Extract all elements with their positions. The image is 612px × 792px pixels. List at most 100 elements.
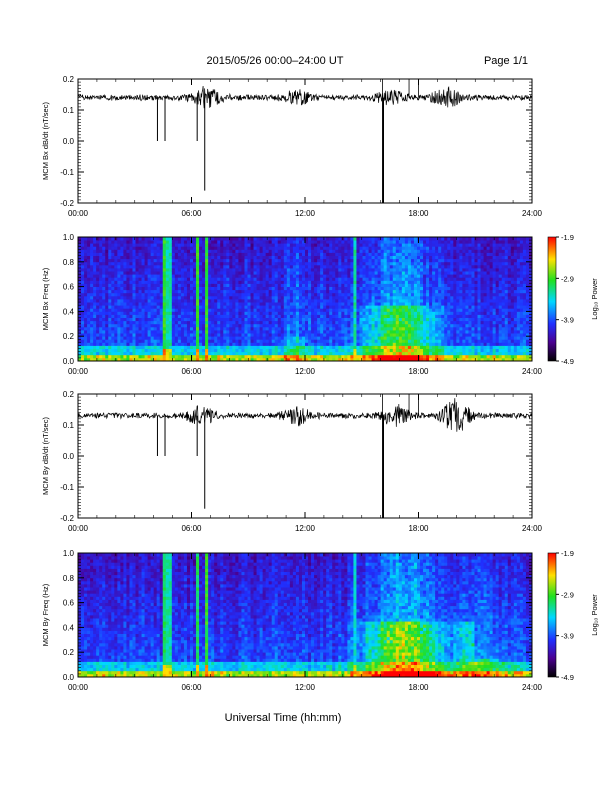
spectrogram-cell <box>292 283 297 287</box>
spectrogram-cell <box>332 333 336 337</box>
spectrogram-cell <box>350 246 354 250</box>
spectrogram-cell <box>235 286 239 291</box>
spectrogram-cell <box>102 354 106 359</box>
spectrogram-cell <box>111 348 115 353</box>
spectrogram-cell <box>295 308 300 312</box>
spectrogram-cell <box>374 314 379 318</box>
spectrogram-cell <box>350 289 354 294</box>
spectrogram-cell <box>211 330 215 334</box>
spectrogram-cell <box>165 299 170 303</box>
spectrogram-cell <box>211 295 215 300</box>
spectrogram-cell <box>84 323 88 328</box>
spectrogram-cell <box>93 240 97 244</box>
spectrogram-cell <box>183 252 188 256</box>
spectrogram-cell <box>426 258 430 263</box>
spectrogram-cell <box>347 264 351 269</box>
spectrogram-cell <box>165 295 170 300</box>
spectrogram-cell <box>171 274 176 278</box>
spectrogram-cell <box>292 323 297 328</box>
spectrogram-cell <box>256 237 260 241</box>
spectrogram-cell <box>153 342 158 346</box>
spectrogram-cell <box>223 261 227 266</box>
spectrogram-cell <box>217 271 221 275</box>
spectrogram-cell <box>141 246 145 250</box>
spectrogram-cell <box>247 351 251 356</box>
spectrogram-cell <box>196 252 200 256</box>
spectrogram-cell <box>168 357 173 362</box>
spectrogram-cell <box>332 252 336 256</box>
spectrogram-cell <box>183 330 188 334</box>
spectrogram-cell <box>265 342 270 346</box>
spectrogram-cell <box>186 323 191 328</box>
spectrogram-cell <box>177 268 182 272</box>
spectrogram-cell <box>183 283 188 287</box>
spectrogram-cell <box>407 271 412 275</box>
spectrogram-cell <box>326 258 330 263</box>
spectrogram-cell <box>102 305 106 309</box>
spectrogram-cell <box>105 252 109 256</box>
spectrogram-cell <box>283 305 288 309</box>
spectrogram-cell <box>404 243 409 247</box>
spectrogram-cell <box>323 336 327 340</box>
spectrogram-cell <box>129 299 133 303</box>
spectrogram-cell <box>183 292 188 297</box>
spectrogram-cell <box>208 333 212 337</box>
spectrogram-cell <box>413 305 418 309</box>
spectrogram-cell <box>311 274 315 278</box>
spectrogram-cell <box>114 348 118 353</box>
spectrogram-cell <box>196 302 200 306</box>
spectrogram-cell <box>329 246 333 250</box>
spectrogram-cell <box>238 280 242 284</box>
spectrogram-cell <box>392 277 397 281</box>
spectrogram-cell <box>126 240 130 244</box>
spectrogram-cell <box>153 314 158 318</box>
spectrogram-cell <box>205 264 209 269</box>
spectrogram-cell <box>362 299 366 303</box>
spectrogram-cell <box>438 299 442 303</box>
spectrogram-cell <box>87 320 91 325</box>
spectrogram-cell <box>305 317 309 322</box>
spectrogram-cell <box>311 277 315 281</box>
spectrogram-cell <box>289 283 294 287</box>
spectrogram-cell <box>292 268 297 272</box>
spectrogram-cell <box>150 261 155 266</box>
spectrogram-cell <box>380 283 385 287</box>
spectrogram-cell <box>280 237 285 241</box>
spectrogram-cell <box>205 243 209 247</box>
spectrogram-cell <box>250 292 254 297</box>
spectrogram-cell <box>368 289 372 294</box>
spectrogram-cell <box>138 249 142 253</box>
spectrogram-cell <box>123 264 127 269</box>
spectrogram-cell <box>223 286 227 291</box>
spectrogram-cell <box>317 249 321 253</box>
spectrogram-cell <box>93 317 97 322</box>
spectrogram-cell <box>401 342 406 346</box>
spectrogram-cell <box>214 345 218 349</box>
spectrogram-cell <box>271 237 276 241</box>
spectrogram-cell <box>338 330 342 334</box>
spectrogram-cell <box>286 342 291 346</box>
spectrogram-cell <box>380 261 385 266</box>
spectrogram-cell <box>274 289 279 294</box>
spectrogram-cell <box>377 339 382 343</box>
spectrogram-cell <box>356 299 360 303</box>
spectrogram-cell <box>165 351 170 356</box>
spectrogram-cell <box>250 277 254 281</box>
spectrogram-cell <box>99 348 103 353</box>
spectrogram-cell <box>398 336 403 340</box>
spectrogram-cell <box>262 277 267 281</box>
spectrogram-cell <box>280 261 285 266</box>
spectrogram-cell <box>183 336 188 340</box>
spectrogram-cell <box>383 277 388 281</box>
spectrogram-cell <box>323 345 327 349</box>
spectrogram-cell <box>135 283 139 287</box>
spectrogram-cell <box>129 258 133 263</box>
spectrogram-cell <box>111 246 115 250</box>
spectrogram-cell <box>329 311 333 315</box>
spectrogram-cell <box>135 240 139 244</box>
spectrogram-cell <box>174 330 179 334</box>
spectrogram-cell <box>286 246 291 250</box>
spectrogram-cell <box>423 339 427 343</box>
spectrogram-cell <box>371 305 376 309</box>
spectrogram-cell <box>217 252 221 256</box>
